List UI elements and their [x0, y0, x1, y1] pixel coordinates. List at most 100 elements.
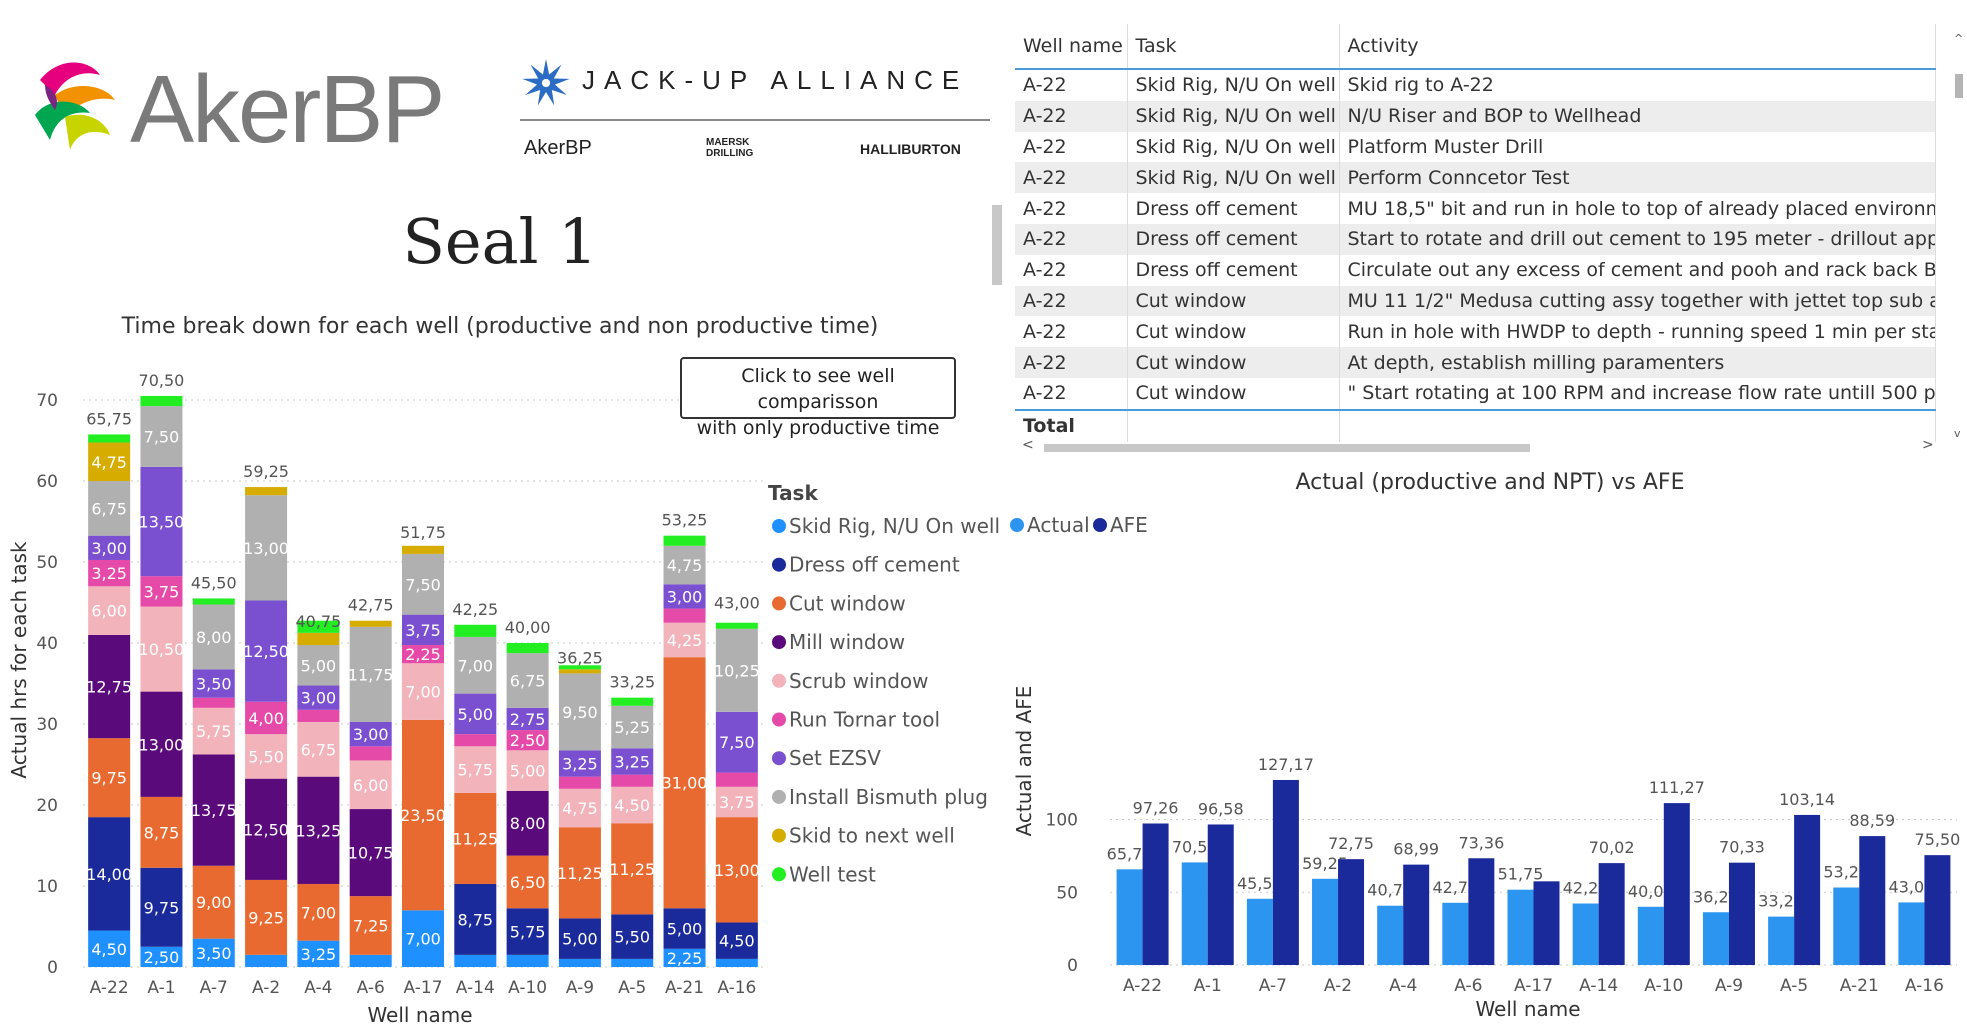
bar-segment[interactable]	[715, 922, 758, 959]
legend-marker[interactable]	[772, 828, 786, 843]
bar-segment[interactable]	[245, 879, 288, 955]
scroll-down-icon[interactable]: v	[1954, 427, 1961, 440]
bar-segment[interactable]	[506, 908, 549, 955]
bar-segment[interactable]	[454, 636, 497, 694]
bar[interactable]	[1116, 869, 1143, 965]
table-row[interactable]: A-22 Cut window " Start rotating at 100 RP…	[1015, 377, 1936, 410]
bar[interactable]	[1272, 779, 1299, 965]
legend-marker[interactable]	[772, 751, 786, 766]
bar-segment[interactable]	[297, 721, 340, 777]
bar-segment[interactable]	[663, 545, 706, 585]
bar-segment[interactable]	[506, 750, 549, 791]
bar-segment[interactable]	[506, 643, 549, 654]
bar-segment[interactable]	[297, 776, 340, 884]
bar-segment[interactable]	[245, 701, 288, 735]
bar-segment[interactable]	[88, 817, 131, 931]
legend-marker[interactable]	[772, 557, 786, 572]
table-vscroll-thumb[interactable]	[1955, 74, 1963, 98]
column-header-0[interactable]: Well name	[1015, 24, 1128, 70]
bar-segment[interactable]	[349, 809, 392, 897]
bar-segment[interactable]	[192, 604, 235, 670]
table-row[interactable]: A-22 Cut window Run in hole with HWDP to d…	[1015, 316, 1936, 348]
bar-segment[interactable]	[140, 691, 183, 797]
bar-segment[interactable]	[663, 908, 706, 949]
bar-segment[interactable]	[297, 940, 340, 967]
bar-segment[interactable]	[454, 734, 497, 747]
bar-segment[interactable]	[140, 796, 183, 868]
bar-segment[interactable]	[349, 620, 392, 627]
bar-segment[interactable]	[611, 774, 654, 787]
bar[interactable]	[1468, 858, 1495, 965]
bar-segment[interactable]	[297, 709, 340, 722]
bar-segment[interactable]	[349, 746, 392, 761]
bar-segment[interactable]	[663, 622, 706, 658]
bar-segment[interactable]	[192, 707, 235, 755]
bar-segment[interactable]	[88, 586, 131, 635]
bar[interactable]	[1377, 905, 1404, 965]
table-row[interactable]: A-22 Skid Rig, N/U On well Platform Muster…	[1015, 131, 1936, 163]
bar[interactable]	[1702, 912, 1729, 965]
scroll-right-icon[interactable]: >	[1922, 437, 1934, 453]
bar-segment[interactable]	[611, 914, 654, 959]
bar-segment[interactable]	[558, 788, 601, 828]
bar[interactable]	[1572, 903, 1599, 965]
table-horizontal-scrollbar[interactable]: < >	[1020, 437, 1940, 454]
legend-marker[interactable]	[772, 712, 786, 727]
bar-segment[interactable]	[402, 719, 444, 911]
bar-segment[interactable]	[140, 867, 183, 947]
bar-segment[interactable]	[88, 442, 131, 481]
bar[interactable]	[1338, 859, 1365, 965]
bar[interactable]	[1207, 824, 1234, 965]
bar-segment[interactable]	[558, 958, 601, 967]
legend-marker[interactable]	[772, 867, 786, 882]
bar-segment[interactable]	[506, 653, 549, 708]
bar-segment[interactable]	[192, 754, 235, 866]
table-row[interactable]: A-22 Dress off cement Start to rotate and …	[1015, 223, 1936, 255]
bar-segment[interactable]	[349, 626, 392, 722]
bar-segment[interactable]	[611, 697, 654, 706]
bar-segment[interactable]	[349, 760, 392, 810]
bar-segment[interactable]	[454, 624, 497, 637]
bar-segment[interactable]	[349, 954, 392, 967]
bar-segment[interactable]	[611, 705, 654, 749]
bar-segment[interactable]	[140, 395, 183, 407]
bar-segment[interactable]	[454, 883, 497, 955]
bar-segment[interactable]	[715, 817, 758, 923]
bar[interactable]	[1637, 906, 1664, 965]
bar[interactable]	[1533, 881, 1560, 965]
bar[interactable]	[1859, 836, 1886, 965]
bar-segment[interactable]	[558, 669, 601, 674]
legend-marker[interactable]	[1093, 518, 1107, 532]
legend-marker[interactable]	[772, 596, 786, 611]
bar-segment[interactable]	[88, 634, 131, 739]
bar-segment[interactable]	[192, 697, 235, 708]
bar-segment[interactable]	[663, 608, 706, 623]
scroll-left-icon[interactable]: <	[1022, 437, 1034, 453]
bar-segment[interactable]	[192, 938, 235, 967]
bar-segment[interactable]	[454, 954, 497, 967]
bar-segment[interactable]	[349, 896, 392, 955]
bar-segment[interactable]	[715, 711, 758, 773]
bar-segment[interactable]	[297, 620, 340, 633]
column-header-1[interactable]: Task	[1127, 24, 1340, 70]
bar-segment[interactable]	[349, 721, 392, 747]
bar-segment[interactable]	[402, 545, 444, 554]
bar-segment[interactable]	[611, 958, 654, 967]
bar-segment[interactable]	[506, 954, 549, 967]
bar[interactable]	[1663, 803, 1690, 965]
bar-segment[interactable]	[715, 622, 758, 629]
bar-segment[interactable]	[88, 535, 131, 560]
table-row[interactable]: A-22 Dress off cement MU 18,5" bit and run…	[1015, 193, 1936, 224]
bar-segment[interactable]	[88, 559, 131, 587]
table-row[interactable]: A-22 Cut window MU 11 1/2" Medusa cutting …	[1015, 285, 1936, 317]
bar-segment[interactable]	[297, 685, 340, 710]
bar-segment[interactable]	[558, 673, 601, 751]
bar-segment[interactable]	[140, 946, 183, 967]
bar-segment[interactable]	[245, 954, 288, 967]
bar-segment[interactable]	[140, 606, 183, 692]
bar[interactable]	[1312, 878, 1339, 965]
bar-segment[interactable]	[611, 786, 654, 824]
table-row[interactable]: A-22 Cut window At depth, establish millin…	[1015, 347, 1936, 378]
bar-segment[interactable]	[297, 632, 340, 646]
bar-segment[interactable]	[192, 669, 235, 698]
